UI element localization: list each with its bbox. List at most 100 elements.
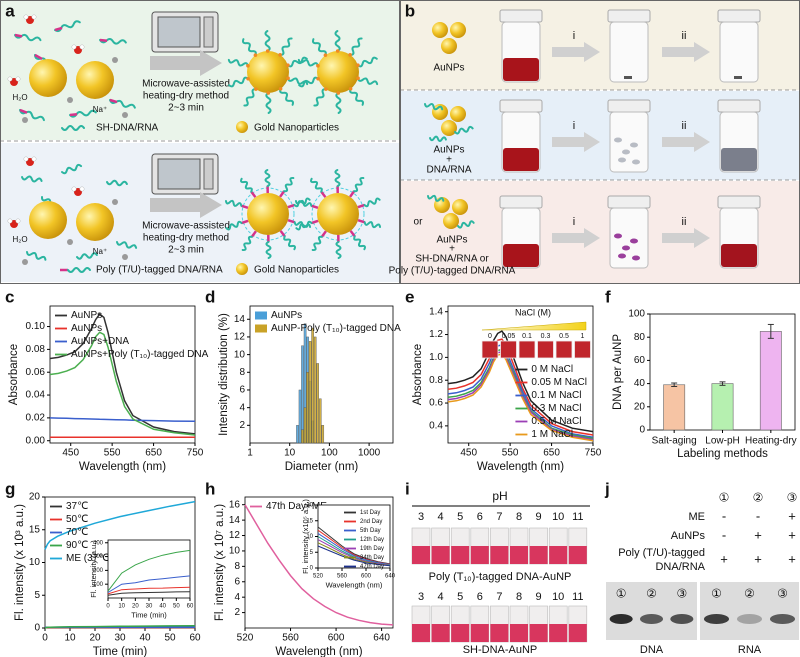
label: i: [573, 216, 575, 228]
label: -: [722, 527, 726, 542]
bar: [298, 389, 302, 444]
label: pH: [492, 489, 507, 503]
panel-label: j: [604, 479, 610, 498]
y-tick-label: 2: [239, 420, 245, 431]
line: [317, 526, 391, 565]
vial: [609, 21, 649, 83]
legend-label: 0.3 M NaCl: [531, 403, 581, 414]
y-tick-label: 10: [306, 534, 313, 540]
y-tick-label: 20: [634, 401, 646, 412]
y-tick-label: 0: [639, 425, 645, 436]
label: ③: [676, 587, 687, 601]
vial: [719, 21, 759, 83]
water-h: [23, 14, 29, 20]
x-tick-label: 60: [189, 633, 201, 644]
y-tick-label: 20: [29, 492, 41, 503]
x-tick-label: 450: [460, 448, 477, 459]
label: +: [788, 527, 796, 542]
gold-nanoparticle: [450, 106, 466, 122]
sodium: [122, 112, 128, 118]
label: Na⁺: [93, 247, 107, 256]
y-axis-label: Absorbance: [412, 344, 424, 405]
tube-liquid: [470, 546, 489, 564]
precipitate: [614, 137, 622, 143]
strand: [334, 169, 341, 188]
x-tick-label: 20: [89, 633, 101, 644]
x-tick-label: 20: [132, 604, 139, 610]
vial-cap: [717, 9, 761, 23]
tube-liquid: [451, 624, 470, 642]
poly-tail: [357, 203, 365, 209]
gold-nanoparticle: [29, 59, 67, 97]
strand: [19, 109, 45, 122]
y-tick-label: 40: [634, 378, 646, 389]
thiol: [356, 76, 360, 81]
label: or: [414, 217, 424, 228]
label: 8: [516, 591, 522, 603]
tube-liquid: [490, 546, 509, 564]
y-tick-label: 12: [229, 530, 241, 541]
y-tick-label: 10: [29, 557, 41, 568]
precipitate: [618, 253, 626, 259]
tube: [481, 340, 499, 359]
label: 10: [552, 511, 564, 523]
plot-frame: [107, 539, 191, 599]
legend-label: AuNPs+DNA: [71, 336, 129, 347]
y-axis-label: Fl. intensity (a.u.): [89, 540, 98, 598]
gel-band: [769, 614, 796, 624]
label: 11: [572, 511, 583, 523]
poly-tail: [349, 230, 356, 238]
precipitate: [622, 245, 630, 251]
y-tick-label: 12: [234, 332, 246, 343]
water-h: [79, 186, 85, 192]
legend-label: 47th Day: [360, 564, 384, 570]
line: [44, 500, 196, 550]
gold-nanoparticle: [443, 213, 459, 229]
x-tick-label: 640: [385, 574, 396, 580]
panel-label: d: [205, 287, 215, 306]
precipitate: [630, 238, 638, 244]
x-tick-label: Heating-dry: [745, 436, 797, 447]
label: heating-dry method: [143, 91, 229, 102]
strand: [293, 197, 311, 208]
y-tick-label: 14: [234, 314, 246, 325]
strand: [349, 87, 365, 106]
strand: [294, 199, 313, 207]
vial-liquid: [721, 148, 757, 171]
strand: [454, 125, 474, 135]
y-tick-label: 300: [93, 554, 104, 560]
y-tick-label: 1.0: [429, 352, 443, 363]
strand: [227, 58, 249, 67]
thiol: [254, 87, 258, 91]
x-tick-label: 10: [64, 633, 76, 644]
x-tick-label: 10: [284, 448, 296, 459]
label: +: [754, 527, 762, 542]
precipitate: [622, 149, 630, 155]
label: DNA: [640, 644, 664, 656]
legend-gold: [236, 121, 248, 133]
y-tick-label: 5: [34, 590, 40, 601]
poly-tail: [14, 33, 23, 38]
panel-label: a: [5, 1, 15, 20]
strand: [286, 56, 308, 68]
strand: [106, 179, 128, 187]
thiol: [286, 63, 290, 68]
poly-tail: [279, 230, 286, 238]
label: 5: [457, 511, 463, 523]
precipitate: [632, 255, 640, 261]
strand: [279, 87, 295, 106]
line: [447, 353, 594, 442]
panel-border: [0, 0, 400, 284]
thiol: [335, 49, 340, 53]
strand: [334, 30, 341, 53]
thiol: [356, 63, 360, 68]
water-h: [23, 156, 29, 162]
water-h: [15, 76, 21, 82]
label: H₂O: [12, 93, 27, 102]
bar: [303, 407, 307, 444]
legend-label: 90℃: [66, 540, 88, 551]
y-tick-label: 100: [93, 582, 104, 588]
strand: [427, 194, 445, 202]
y-tick-label: 15: [306, 518, 313, 524]
strand: [21, 175, 43, 183]
